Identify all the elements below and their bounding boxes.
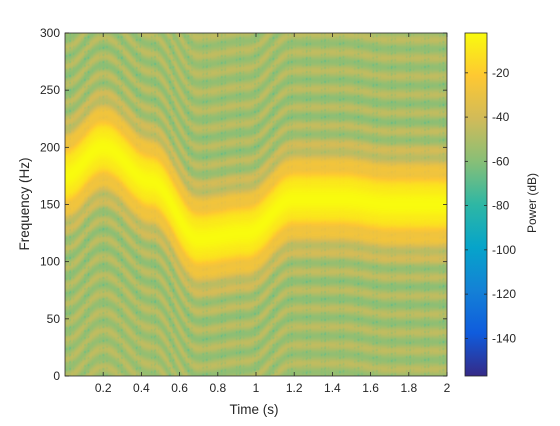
x-tick-label: 1.6 — [362, 381, 379, 395]
x-tick-label: 1.8 — [400, 381, 417, 395]
colorbar-tick-label: -40 — [492, 110, 510, 124]
axes: 0.2 0.4 0.6 0.8 1 1.2 1.4 1.6 1.8 2 0 50 100 150 200 25… — [40, 26, 451, 395]
x-tick-label: 1.4 — [324, 381, 341, 395]
colorbar-tick-label: -20 — [492, 66, 510, 80]
x-tick-label: 0.8 — [209, 381, 226, 395]
y-tick-label: 100 — [40, 255, 60, 269]
y-tick-label: 300 — [40, 26, 60, 40]
colorbar-title: Power (dB) — [525, 173, 539, 233]
colorbar-tick-label: -100 — [492, 243, 516, 257]
x-tick-label: 1 — [253, 381, 260, 395]
x-tick-label: 0.4 — [133, 381, 150, 395]
x-tick-label: 1.2 — [286, 381, 303, 395]
spectrogram-heatmap — [65, 33, 447, 376]
x-tick-label: 0.2 — [95, 381, 112, 395]
colorbar-tick-label: -120 — [492, 287, 516, 301]
x-axis-title: Time (s) — [230, 402, 279, 417]
y-tick-label: 200 — [40, 140, 60, 154]
y-tick-label: 150 — [40, 198, 60, 212]
heatmap-plot-area — [65, 33, 447, 376]
colorbar-tick-label: -80 — [492, 199, 510, 213]
y-tick-label: 250 — [40, 83, 60, 97]
colorbar: -20 -40 -60 -80 -100 -120 -140 — [464, 32, 516, 377]
x-tick-label: 2 — [444, 381, 451, 395]
y-axis-title: Frequency (Hz) — [17, 157, 32, 250]
x-tick-label: 0.6 — [171, 381, 188, 395]
y-tick-label: 50 — [47, 312, 61, 326]
colorbar-gradient — [464, 32, 488, 377]
colorbar-tick-label: -60 — [492, 154, 510, 168]
y-tick-label: 0 — [53, 369, 60, 383]
colorbar-tick-label: -140 — [492, 331, 516, 345]
